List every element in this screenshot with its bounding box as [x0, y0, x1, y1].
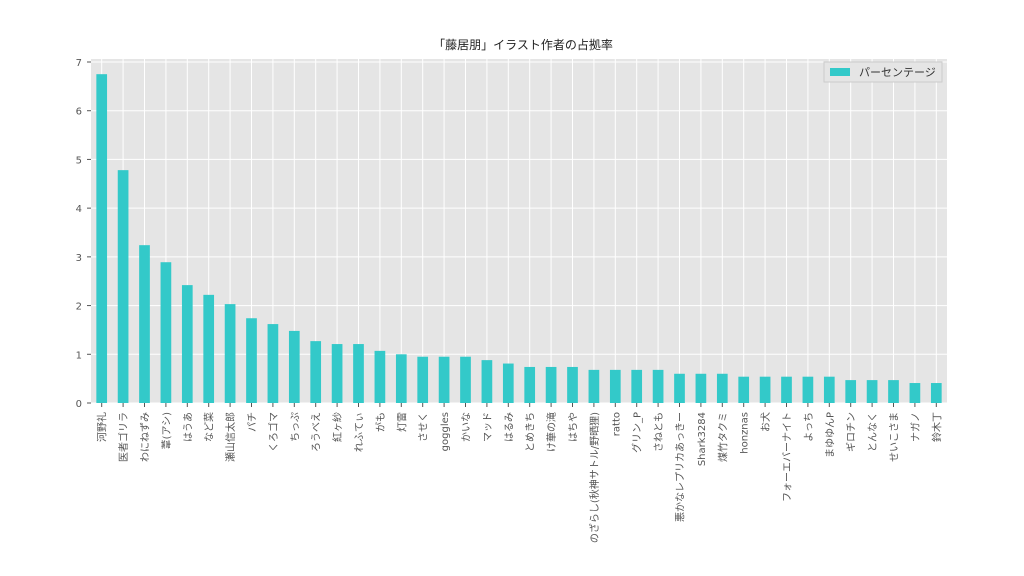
- bar: [802, 376, 814, 403]
- bar: [545, 366, 557, 403]
- y-tick-label: 0: [76, 399, 82, 410]
- x-tick-label: 河野礼: [96, 412, 109, 442]
- x-tick-label: ちっぷ: [289, 412, 301, 442]
- x-tick-label: さねとも: [653, 412, 665, 452]
- bars: [96, 74, 942, 403]
- x-tick-label: ギロチン: [846, 412, 858, 452]
- legend: パーセンテージ: [823, 61, 943, 83]
- bar: [203, 294, 215, 403]
- x-tick-label: とめきち: [525, 412, 537, 452]
- x-tick-label: け華の滝: [546, 412, 558, 452]
- x-tick-label: グリン_P: [631, 412, 644, 453]
- x-tick-label: 鈴木丁: [930, 412, 943, 442]
- x-tick-label: goggles: [440, 412, 451, 451]
- bar: [845, 380, 857, 403]
- bar: [181, 285, 193, 403]
- y-axis-ticks: 0 1 2 3 4 5 6 7: [76, 58, 91, 410]
- x-tick-label: とんなく: [867, 412, 879, 452]
- bar: [930, 383, 942, 403]
- bar: [417, 356, 429, 403]
- x-tick-label: パチ: [247, 412, 259, 432]
- bar: [524, 366, 536, 403]
- x-tick-label: ratto: [611, 412, 622, 436]
- x-tick-label: させく: [418, 412, 430, 442]
- bar: [631, 369, 643, 403]
- bar: [866, 380, 878, 403]
- bar: [224, 304, 236, 403]
- legend-label: パーセンテージ: [859, 66, 936, 79]
- bar: [652, 369, 664, 403]
- x-tick-label: honznas: [740, 412, 751, 454]
- bar: [695, 373, 707, 403]
- x-tick-label: がも: [374, 412, 387, 432]
- bar: [716, 373, 728, 403]
- bar: [438, 356, 450, 403]
- x-tick-label: お犬: [759, 412, 772, 432]
- y-tick-label: 7: [76, 58, 82, 69]
- y-tick-label: 2: [76, 302, 82, 313]
- y-tick-label: 5: [76, 155, 82, 166]
- y-tick-label: 4: [76, 204, 82, 215]
- bar: [502, 363, 514, 403]
- y-tick-label: 3: [76, 253, 82, 264]
- legend-swatch: [830, 68, 850, 76]
- bar: [160, 262, 172, 403]
- bar: [609, 369, 621, 403]
- x-tick-label: ろうべえ: [311, 412, 323, 452]
- x-tick-label: はちや: [568, 412, 580, 442]
- x-tick-label: マッド: [483, 412, 494, 442]
- x-tick-label: 葦(アシ): [160, 412, 173, 450]
- bar: [781, 376, 792, 403]
- bar: [246, 318, 257, 403]
- x-tick-label: ナガノ: [910, 412, 922, 442]
- x-tick-label: Shark3284: [697, 412, 708, 466]
- x-tick-label: 悪かなレプリカあっきー: [675, 412, 687, 522]
- x-tick-label: くろゴマ: [267, 412, 280, 452]
- x-tick-label: 紅ヶ紗: [332, 412, 344, 442]
- bar: [310, 341, 322, 403]
- x-tick-label: など菜: [204, 412, 216, 442]
- bar: [460, 356, 471, 403]
- bar: [759, 376, 771, 403]
- x-tick-label: よっち: [803, 412, 815, 442]
- y-tick-label: 6: [76, 107, 82, 118]
- bar: [588, 369, 600, 403]
- bar: [139, 245, 150, 403]
- x-tick-label: 灯雷: [396, 412, 408, 432]
- bar: [331, 344, 343, 403]
- x-tick-label: せいこさま: [889, 412, 901, 462]
- x-tick-label: 瀬山信太郎: [224, 412, 237, 462]
- bar: [823, 376, 835, 403]
- bar: [288, 330, 300, 403]
- x-tick-label: 医者ゴリラ: [117, 412, 130, 462]
- bar: [374, 350, 386, 403]
- bar: [267, 324, 279, 403]
- bar: [567, 366, 578, 403]
- x-tick-label: わにねずみ: [140, 412, 152, 462]
- x-tick-label: のざらし(秋神サトル/野晒狸): [588, 412, 601, 543]
- legend-box: [823, 61, 943, 83]
- x-tick-label: フォーエバーナイト: [782, 412, 794, 502]
- bar: [117, 170, 129, 403]
- chart-title: 「藤居朋」イラスト作者の占拠率: [433, 37, 613, 52]
- x-tick-label: れふてぃ: [354, 412, 366, 452]
- bar: [96, 74, 108, 403]
- bar: [738, 376, 750, 403]
- bar: [909, 383, 921, 403]
- x-tick-label: まゆゆんP: [824, 412, 836, 458]
- bar: [353, 344, 364, 403]
- x-tick-label: はうあ: [182, 412, 194, 442]
- y-tick-label: 1: [76, 350, 82, 361]
- x-tick-label: 煤竹タクミ: [716, 412, 729, 462]
- bar: [481, 360, 493, 403]
- x-tick-label: はるみ: [503, 412, 515, 442]
- x-axis-ticks: 河野礼 医者ゴリラ わにねずみ 葦(アシ) はうあ など菜 瀬山信太郎 パチ くろゴマ ちっぷ ろう…: [96, 403, 943, 543]
- x-tick-label: かいな: [461, 412, 473, 442]
- bar: [674, 373, 685, 403]
- bar: [888, 380, 899, 403]
- bar: [395, 354, 407, 403]
